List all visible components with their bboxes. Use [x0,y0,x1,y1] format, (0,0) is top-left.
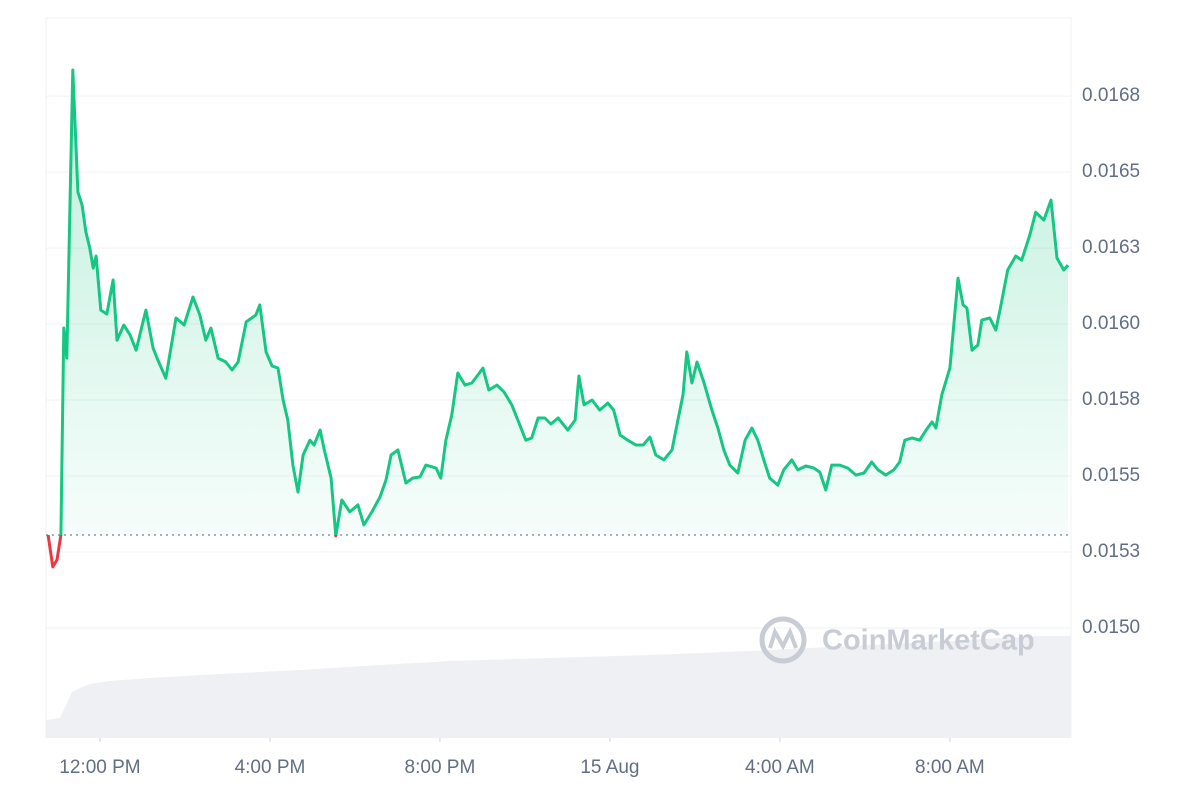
x-tick-label: 4:00 PM [235,757,306,778]
y-tick-label: 0.0153 [1082,541,1140,562]
x-tick-label: 8:00 AM [915,757,985,778]
y-tick-label: 0.0163 [1082,237,1140,258]
y-tick-label: 0.0160 [1082,313,1140,334]
watermark: CoinMarketCap [759,616,1035,664]
x-tick-label: 4:00 AM [745,757,815,778]
line-area [60,70,1068,535]
volume-area [46,636,1071,738]
x-tick-label: 12:00 PM [59,757,140,778]
y-tick-label: 0.0168 [1082,85,1140,106]
y-tick-label: 0.0150 [1082,617,1140,638]
y-tick-label: 0.0155 [1082,465,1140,486]
x-tick-label: 8:00 PM [405,757,476,778]
y-tick-label: 0.0158 [1082,389,1140,410]
watermark-text: CoinMarketCap [822,625,1035,657]
y-tick-label: 0.0165 [1082,161,1140,182]
price-line [48,68,1070,535]
x-tick-label: 15 Aug [580,757,639,778]
